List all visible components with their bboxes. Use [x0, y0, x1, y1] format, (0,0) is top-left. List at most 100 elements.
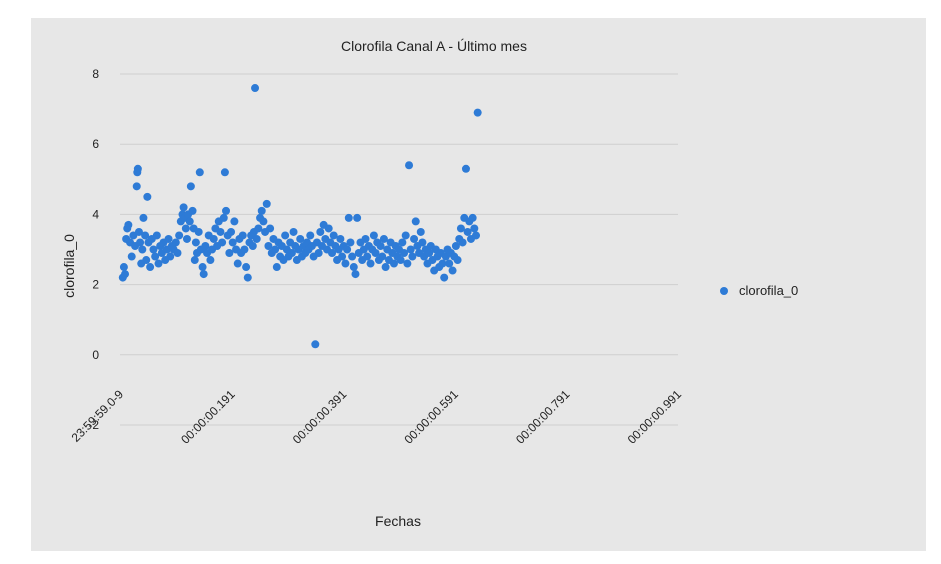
- data-point: [243, 273, 252, 282]
- data-point: [463, 227, 472, 236]
- data-point: [470, 224, 479, 233]
- data-point: [262, 199, 271, 208]
- data-point: [182, 234, 191, 243]
- data-point: [379, 234, 388, 243]
- data-point: [228, 238, 237, 247]
- y-tick-label: 2: [92, 278, 99, 292]
- data-point: [349, 263, 358, 272]
- data-point: [220, 168, 229, 177]
- data-point: [201, 241, 210, 250]
- grid-lines: [120, 73, 678, 426]
- data-point: [152, 231, 161, 240]
- data-point: [124, 220, 133, 229]
- data-point: [396, 256, 405, 265]
- data-point: [401, 231, 410, 240]
- data-point: [146, 263, 155, 272]
- data-point: [225, 249, 234, 258]
- data-point: [389, 259, 398, 268]
- data-point: [191, 238, 200, 247]
- x-tick-label: 00:00:00.991: [625, 387, 685, 447]
- data-point: [448, 266, 457, 275]
- data-points: [118, 84, 482, 349]
- data-point: [473, 108, 482, 117]
- data-point: [149, 245, 158, 254]
- data-point: [306, 231, 315, 240]
- data-point: [336, 234, 345, 243]
- data-point: [151, 252, 160, 261]
- scatter-chart: Clorofila Canal A - Último mes -2 0 2 4 6 8 2…: [61, 38, 798, 529]
- data-point: [440, 273, 449, 282]
- data-point: [405, 161, 414, 170]
- x-tick-label: 00:00:00.791: [513, 387, 573, 447]
- data-point: [199, 270, 208, 279]
- data-point: [119, 263, 128, 272]
- data-point: [398, 238, 407, 247]
- data-point: [121, 270, 130, 279]
- data-point: [254, 224, 263, 233]
- data-point: [378, 252, 387, 261]
- data-point: [143, 192, 152, 201]
- data-point: [251, 84, 260, 93]
- data-point: [316, 227, 325, 236]
- data-point: [468, 213, 477, 222]
- chart-panel: Clorofila Canal A - Último mes -2 0 2 4 6 8 2…: [31, 18, 926, 551]
- y-tick-label: 0: [92, 348, 99, 362]
- data-point: [381, 263, 390, 272]
- data-point: [233, 259, 242, 268]
- x-tick-label: 00:00:00.391: [290, 387, 350, 447]
- data-point: [154, 259, 163, 268]
- y-axis-ticks: -2 0 2 4 6 8: [88, 67, 99, 432]
- data-point: [198, 263, 207, 272]
- data-point: [472, 231, 481, 240]
- legend: clorofila_0: [720, 283, 798, 298]
- data-point: [138, 245, 147, 254]
- legend-label: clorofila_0: [739, 283, 798, 298]
- data-point: [216, 227, 225, 236]
- data-point: [133, 164, 142, 173]
- data-point: [142, 256, 151, 265]
- data-point: [461, 164, 470, 173]
- data-point: [238, 231, 247, 240]
- data-point: [438, 259, 447, 268]
- data-point: [164, 234, 173, 243]
- x-axis-label: Fechas: [375, 513, 421, 529]
- data-point: [271, 245, 280, 254]
- data-point: [218, 238, 227, 247]
- data-point: [296, 234, 305, 243]
- data-point: [248, 241, 257, 250]
- data-point: [171, 238, 180, 247]
- data-point: [242, 263, 251, 272]
- data-point: [240, 245, 249, 254]
- data-point: [338, 252, 347, 261]
- data-point: [324, 224, 333, 233]
- data-point: [219, 213, 228, 222]
- data-point: [127, 252, 136, 261]
- data-point: [351, 270, 360, 279]
- data-point: [264, 241, 273, 250]
- y-tick-label: 4: [92, 207, 99, 221]
- data-point: [185, 217, 194, 226]
- chart-title: Clorofila Canal A - Último mes: [341, 38, 527, 54]
- y-tick-label: 8: [92, 67, 99, 81]
- data-point: [348, 252, 357, 261]
- data-point: [369, 231, 378, 240]
- data-point: [230, 217, 239, 226]
- data-point: [343, 245, 352, 254]
- data-point: [400, 249, 409, 258]
- data-point: [376, 241, 385, 250]
- data-point: [134, 227, 143, 236]
- data-point: [252, 234, 261, 243]
- data-point: [227, 227, 236, 236]
- data-point: [287, 249, 296, 258]
- data-point: [259, 217, 268, 226]
- data-point: [410, 234, 419, 243]
- data-point: [403, 259, 412, 268]
- y-tick-label: 6: [92, 137, 99, 151]
- data-point: [181, 224, 190, 233]
- data-point: [366, 259, 375, 268]
- data-point: [175, 231, 184, 240]
- data-point: [406, 245, 415, 254]
- data-point: [281, 231, 290, 240]
- data-point: [411, 217, 420, 226]
- data-point: [194, 227, 203, 236]
